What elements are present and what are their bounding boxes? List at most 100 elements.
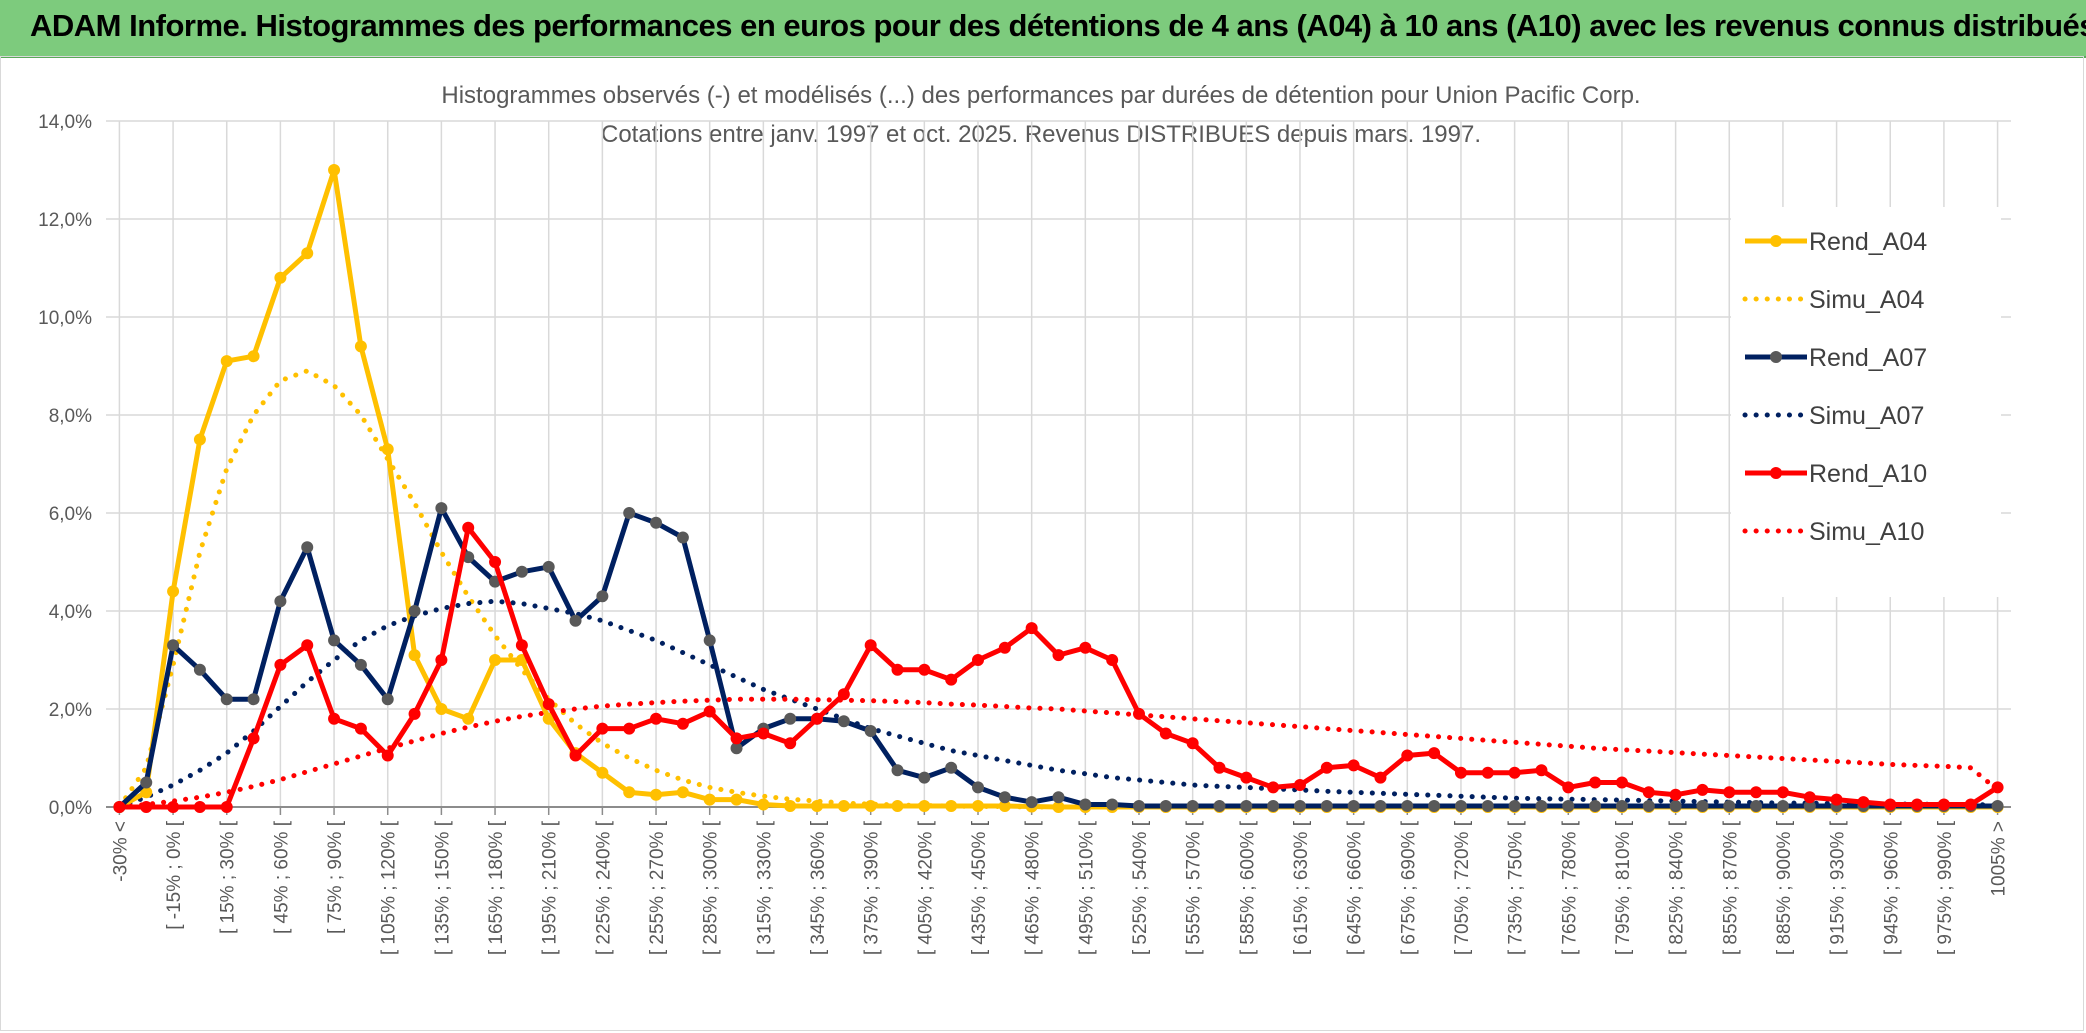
point-rend_a10	[1186, 737, 1199, 750]
point-rend_a10	[1454, 766, 1467, 779]
legend-label: Simu_A10	[1809, 518, 1924, 546]
point-rend_a04	[650, 788, 663, 801]
point-rend_a07	[918, 771, 931, 784]
chart-title: Histogrammes observés (-) et modélisés (…	[441, 82, 1640, 109]
point-rend_a07	[676, 531, 689, 544]
point-rend_a07	[1347, 800, 1360, 813]
x-tick-label: [ 195% ; 210% [	[540, 820, 561, 955]
x-tick-label: [ 405% ; 420% [	[915, 820, 936, 955]
legend-marker	[1770, 235, 1782, 247]
x-tick-label: [ 945% ; 960% [	[1881, 820, 1902, 955]
x-tick-label: [ 855% ; 870% [	[1720, 820, 1741, 955]
report-banner: ADAM Informe. Histogrammes des performan…	[0, 0, 2086, 58]
legend: Rend_A04 Simu_A04 Rend_A07 Simu_A07 Rend_A10…	[1731, 207, 2001, 597]
point-rend_a07	[167, 639, 180, 652]
report-title: ADAM Informe. Histogrammes des performan…	[30, 8, 2086, 43]
point-rend_a10	[1589, 776, 1602, 789]
x-tick-label: [ 795% ; 810% [	[1613, 820, 1634, 955]
point-rend_a10	[1723, 786, 1736, 799]
series-simu_a10	[116, 696, 2001, 810]
point-rend_a10	[1776, 786, 1789, 799]
point-rend_a10	[1320, 761, 1333, 774]
point-rend_a07	[247, 693, 260, 706]
point-rend_a04	[676, 786, 689, 799]
legend-box	[1731, 207, 2001, 597]
point-rend_a10	[1025, 622, 1038, 635]
point-rend_a10	[1428, 747, 1441, 760]
point-rend_a04	[757, 798, 770, 811]
point-rend_a10	[703, 705, 716, 718]
point-rend_a07	[1240, 800, 1253, 813]
point-rend_a10	[1159, 727, 1172, 740]
point-rend_a10	[435, 654, 448, 666]
point-rend_a04	[328, 164, 341, 176]
point-rend_a10	[1991, 781, 2004, 794]
chart-area: Histogrammes observés (-) et modélisés (…	[0, 56, 2084, 1031]
point-rend_a04	[837, 800, 850, 813]
point-rend_a10	[1106, 654, 1119, 666]
point-rend_a04	[167, 585, 180, 598]
x-tick-label: [ 915% ; 930% [	[1828, 820, 1849, 955]
point-rend_a07	[1401, 800, 1414, 813]
line-simu_a07	[116, 598, 2001, 810]
point-rend_a07	[1052, 791, 1065, 804]
point-rend_a10	[1750, 786, 1763, 799]
point-rend_a10	[730, 732, 743, 745]
point-rend_a07	[328, 634, 341, 647]
point-rend_a07	[354, 658, 367, 671]
point-rend_a10	[1240, 771, 1253, 784]
point-rend_a10	[784, 737, 797, 750]
point-rend_a10	[998, 641, 1011, 654]
point-rend_a10	[1374, 771, 1387, 784]
point-rend_a07	[1615, 800, 1628, 813]
series-rend_a07	[113, 502, 2004, 813]
histogram-chart: Histogrammes observés (-) et modélisés (…	[38, 82, 2011, 955]
point-rend_a10	[1696, 783, 1709, 796]
point-rend_a04	[891, 800, 904, 813]
point-rend_a10	[1079, 641, 1092, 654]
point-rend_a07	[274, 595, 287, 608]
point-rend_a04	[381, 443, 394, 456]
point-rend_a07	[1159, 800, 1172, 813]
point-rend_a07	[945, 761, 958, 774]
legend-item-simu_a10: Simu_A10	[1742, 518, 1924, 546]
point-rend_a04	[220, 355, 233, 368]
point-rend_a10	[301, 639, 314, 652]
point-rend_a07	[140, 776, 153, 789]
point-rend_a10	[1911, 798, 1924, 811]
point-rend_a04	[945, 800, 958, 813]
point-rend_a04	[784, 800, 797, 813]
point-rend_a07	[408, 605, 421, 617]
x-tick-label: [ 705% ; 720% [	[1452, 820, 1473, 955]
point-rend_a07	[1132, 800, 1145, 813]
point-rend_a07	[1562, 800, 1575, 813]
point-rend_a10	[274, 658, 287, 671]
point-rend_a10	[972, 654, 985, 666]
legend-label: Rend_A07	[1809, 344, 1927, 372]
point-rend_a10	[1213, 761, 1226, 774]
point-rend_a07	[1106, 798, 1119, 811]
point-rend_a10	[1857, 796, 1870, 809]
x-tick-label: [ 735% ; 750% [	[1506, 820, 1527, 955]
point-rend_a10	[1481, 766, 1494, 779]
legend-label: Simu_A04	[1809, 286, 1924, 314]
point-rend_a10	[1937, 798, 1950, 811]
point-rend_a10	[381, 749, 394, 762]
point-rend_a07	[1481, 800, 1494, 813]
point-rend_a07	[650, 516, 663, 529]
point-rend_a10	[1132, 707, 1145, 720]
y-tick-label: 10,0%	[38, 308, 92, 329]
point-rend_a07	[542, 560, 555, 573]
point-rend_a10	[1267, 781, 1280, 794]
point-rend_a10	[1884, 798, 1897, 811]
point-rend_a10	[408, 707, 421, 720]
x-tick-label: [ 375% ; 390% [	[862, 820, 883, 955]
point-rend_a10	[167, 801, 180, 813]
x-tick-label: [ 765% ; 780% [	[1559, 820, 1580, 955]
point-rend_a10	[596, 722, 609, 735]
point-rend_a10	[891, 663, 904, 676]
point-rend_a07	[784, 712, 797, 725]
legend-item-rend_a10: Rend_A10	[1745, 460, 1927, 488]
x-tick-label: [ 315% ; 330% [	[754, 820, 775, 955]
x-tick-label: [ 225% ; 240% [	[593, 820, 614, 955]
